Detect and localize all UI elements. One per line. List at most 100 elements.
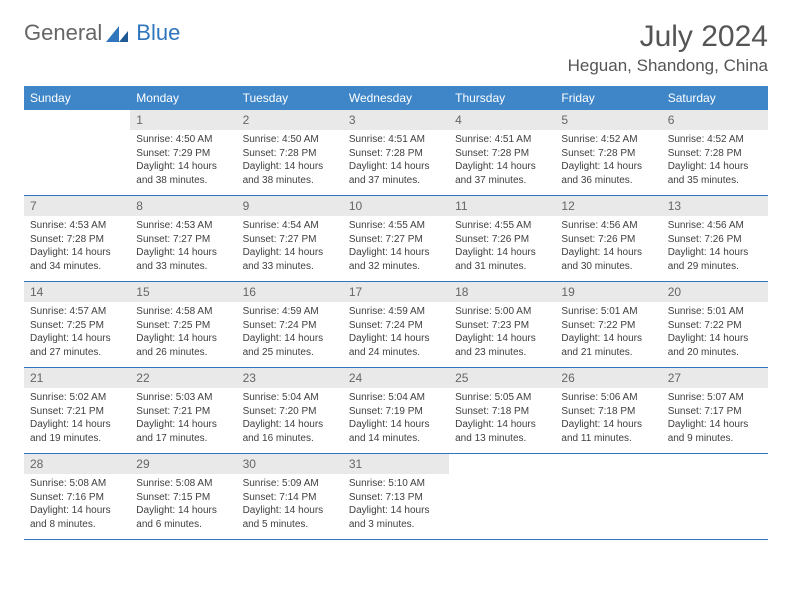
logo: General Blue xyxy=(24,20,180,46)
header: General Blue July 2024 Heguan, Shandong,… xyxy=(24,20,768,76)
weekday-header: Saturday xyxy=(662,86,768,110)
day-body: Sunrise: 4:51 AMSunset: 7:28 PMDaylight:… xyxy=(449,130,555,195)
sunrise-line: Sunrise: 5:02 AM xyxy=(30,391,124,405)
calendar-day-cell: 18Sunrise: 5:00 AMSunset: 7:23 PMDayligh… xyxy=(449,282,555,368)
day-number: 28 xyxy=(24,454,130,474)
day-number: 22 xyxy=(130,368,236,388)
sunset-line: Sunset: 7:28 PM xyxy=(349,147,443,161)
sunset-line: Sunset: 7:19 PM xyxy=(349,405,443,419)
sunrise-line: Sunrise: 4:52 AM xyxy=(668,133,762,147)
daylight-line: Daylight: 14 hours and 24 minutes. xyxy=(349,332,443,359)
calendar-week-row: 7Sunrise: 4:53 AMSunset: 7:28 PMDaylight… xyxy=(24,196,768,282)
sunrise-line: Sunrise: 4:50 AM xyxy=(243,133,337,147)
sunrise-line: Sunrise: 4:55 AM xyxy=(455,219,549,233)
daylight-line: Daylight: 14 hours and 33 minutes. xyxy=(243,246,337,273)
day-number: 24 xyxy=(343,368,449,388)
sunset-line: Sunset: 7:18 PM xyxy=(455,405,549,419)
sunrise-line: Sunrise: 5:00 AM xyxy=(455,305,549,319)
sunset-line: Sunset: 7:28 PM xyxy=(243,147,337,161)
daylight-line: Daylight: 14 hours and 29 minutes. xyxy=(668,246,762,273)
sunrise-line: Sunrise: 4:53 AM xyxy=(136,219,230,233)
sunrise-line: Sunrise: 5:08 AM xyxy=(136,477,230,491)
day-body: Sunrise: 5:06 AMSunset: 7:18 PMDaylight:… xyxy=(555,388,661,453)
day-number: 23 xyxy=(237,368,343,388)
sunrise-line: Sunrise: 4:52 AM xyxy=(561,133,655,147)
daylight-line: Daylight: 14 hours and 30 minutes. xyxy=(561,246,655,273)
calendar-day-cell: 8Sunrise: 4:53 AMSunset: 7:27 PMDaylight… xyxy=(130,196,236,282)
sunrise-line: Sunrise: 4:51 AM xyxy=(349,133,443,147)
daylight-line: Daylight: 14 hours and 11 minutes. xyxy=(561,418,655,445)
calendar-day-cell: 23Sunrise: 5:04 AMSunset: 7:20 PMDayligh… xyxy=(237,368,343,454)
day-body: Sunrise: 5:04 AMSunset: 7:20 PMDaylight:… xyxy=(237,388,343,453)
calendar-day-cell: 29Sunrise: 5:08 AMSunset: 7:15 PMDayligh… xyxy=(130,454,236,540)
calendar-week-row: 21Sunrise: 5:02 AMSunset: 7:21 PMDayligh… xyxy=(24,368,768,454)
day-number: 10 xyxy=(343,196,449,216)
sunrise-line: Sunrise: 5:01 AM xyxy=(668,305,762,319)
sunset-line: Sunset: 7:15 PM xyxy=(136,491,230,505)
day-body: Sunrise: 4:57 AMSunset: 7:25 PMDaylight:… xyxy=(24,302,130,367)
day-number: 7 xyxy=(24,196,130,216)
sunset-line: Sunset: 7:27 PM xyxy=(136,233,230,247)
daylight-line: Daylight: 14 hours and 3 minutes. xyxy=(349,504,443,531)
sunrise-line: Sunrise: 5:03 AM xyxy=(136,391,230,405)
daylight-line: Daylight: 14 hours and 8 minutes. xyxy=(30,504,124,531)
day-body xyxy=(555,460,661,518)
calendar-day-cell: 24Sunrise: 5:04 AMSunset: 7:19 PMDayligh… xyxy=(343,368,449,454)
daylight-line: Daylight: 14 hours and 6 minutes. xyxy=(136,504,230,531)
calendar-table: SundayMondayTuesdayWednesdayThursdayFrid… xyxy=(24,86,768,540)
sunrise-line: Sunrise: 4:58 AM xyxy=(136,305,230,319)
day-body: Sunrise: 5:08 AMSunset: 7:16 PMDaylight:… xyxy=(24,474,130,539)
sunrise-line: Sunrise: 4:54 AM xyxy=(243,219,337,233)
day-number: 16 xyxy=(237,282,343,302)
day-number: 15 xyxy=(130,282,236,302)
day-number: 18 xyxy=(449,282,555,302)
calendar-empty-cell xyxy=(24,110,130,196)
daylight-line: Daylight: 14 hours and 16 minutes. xyxy=(243,418,337,445)
day-body: Sunrise: 4:53 AMSunset: 7:28 PMDaylight:… xyxy=(24,216,130,281)
calendar-day-cell: 4Sunrise: 4:51 AMSunset: 7:28 PMDaylight… xyxy=(449,110,555,196)
title-block: July 2024 Heguan, Shandong, China xyxy=(568,20,768,76)
daylight-line: Daylight: 14 hours and 23 minutes. xyxy=(455,332,549,359)
day-body: Sunrise: 4:51 AMSunset: 7:28 PMDaylight:… xyxy=(343,130,449,195)
daylight-line: Daylight: 14 hours and 32 minutes. xyxy=(349,246,443,273)
calendar-day-cell: 10Sunrise: 4:55 AMSunset: 7:27 PMDayligh… xyxy=(343,196,449,282)
daylight-line: Daylight: 14 hours and 21 minutes. xyxy=(561,332,655,359)
day-body xyxy=(24,116,130,174)
sunrise-line: Sunrise: 4:59 AM xyxy=(349,305,443,319)
day-body: Sunrise: 5:07 AMSunset: 7:17 PMDaylight:… xyxy=(662,388,768,453)
sunrise-line: Sunrise: 4:59 AM xyxy=(243,305,337,319)
calendar-day-cell: 20Sunrise: 5:01 AMSunset: 7:22 PMDayligh… xyxy=(662,282,768,368)
sunrise-line: Sunrise: 5:09 AM xyxy=(243,477,337,491)
sunset-line: Sunset: 7:21 PM xyxy=(136,405,230,419)
sunset-line: Sunset: 7:21 PM xyxy=(30,405,124,419)
day-number: 21 xyxy=(24,368,130,388)
weekday-header: Sunday xyxy=(24,86,130,110)
day-body: Sunrise: 4:52 AMSunset: 7:28 PMDaylight:… xyxy=(555,130,661,195)
day-body: Sunrise: 4:52 AMSunset: 7:28 PMDaylight:… xyxy=(662,130,768,195)
daylight-line: Daylight: 14 hours and 37 minutes. xyxy=(455,160,549,187)
day-body: Sunrise: 5:01 AMSunset: 7:22 PMDaylight:… xyxy=(662,302,768,367)
sunrise-line: Sunrise: 4:51 AM xyxy=(455,133,549,147)
day-body: Sunrise: 5:05 AMSunset: 7:18 PMDaylight:… xyxy=(449,388,555,453)
calendar-week-row: 14Sunrise: 4:57 AMSunset: 7:25 PMDayligh… xyxy=(24,282,768,368)
daylight-line: Daylight: 14 hours and 26 minutes. xyxy=(136,332,230,359)
sunset-line: Sunset: 7:22 PM xyxy=(668,319,762,333)
sunset-line: Sunset: 7:26 PM xyxy=(455,233,549,247)
sunrise-line: Sunrise: 5:05 AM xyxy=(455,391,549,405)
day-number: 20 xyxy=(662,282,768,302)
sunset-line: Sunset: 7:28 PM xyxy=(668,147,762,161)
day-body xyxy=(449,460,555,518)
day-number: 2 xyxy=(237,110,343,130)
sunset-line: Sunset: 7:16 PM xyxy=(30,491,124,505)
daylight-line: Daylight: 14 hours and 20 minutes. xyxy=(668,332,762,359)
sunrise-line: Sunrise: 5:10 AM xyxy=(349,477,443,491)
sunrise-line: Sunrise: 5:04 AM xyxy=(243,391,337,405)
day-body: Sunrise: 4:59 AMSunset: 7:24 PMDaylight:… xyxy=(343,302,449,367)
day-number: 5 xyxy=(555,110,661,130)
calendar-day-cell: 22Sunrise: 5:03 AMSunset: 7:21 PMDayligh… xyxy=(130,368,236,454)
logo-text-1: General xyxy=(24,20,102,46)
day-number: 25 xyxy=(449,368,555,388)
day-body: Sunrise: 4:56 AMSunset: 7:26 PMDaylight:… xyxy=(555,216,661,281)
calendar-empty-cell xyxy=(555,454,661,540)
calendar-day-cell: 17Sunrise: 4:59 AMSunset: 7:24 PMDayligh… xyxy=(343,282,449,368)
